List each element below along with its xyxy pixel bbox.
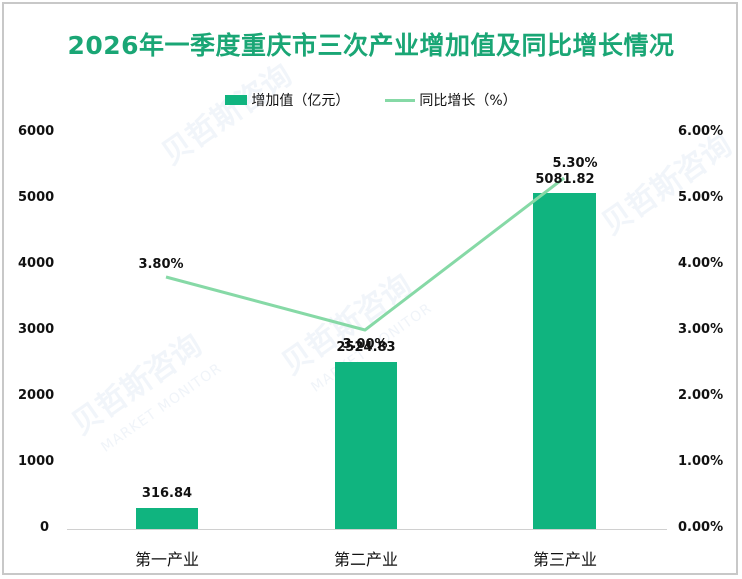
y-tick-left: 5000 — [18, 190, 55, 205]
x-axis-line — [67, 529, 667, 530]
y-tick-left: 0 — [40, 520, 50, 535]
x-category-label: 第二产业 — [333, 550, 398, 569]
x-category-label: 第三产业 — [532, 550, 597, 569]
bar-value-label: 5081.82 — [535, 172, 595, 187]
legend-item-line[interactable]: 同比增长（%） — [385, 90, 517, 110]
y-tick-right: 3.00% — [678, 322, 724, 337]
y-tick-right: 1.00% — [678, 454, 724, 469]
y-tick-left: 2000 — [18, 388, 55, 403]
legend: 增加值（亿元） 同比增长（%） — [0, 90, 742, 110]
line-value-label: 3.80% — [138, 257, 184, 272]
line-value-label: 5.30% — [552, 156, 598, 171]
y-tick-right: 4.00% — [678, 256, 724, 271]
bar-swatch-icon — [225, 95, 248, 105]
y-tick-right: 0.00% — [678, 520, 724, 535]
line-swatch-icon — [385, 98, 416, 102]
legend-item-bar[interactable]: 增加值（亿元） — [225, 90, 349, 110]
legend-bar-label: 增加值（亿元） — [251, 93, 350, 109]
y-tick-left: 1000 — [18, 454, 55, 469]
y-tick-right: 5.00% — [678, 190, 724, 205]
bar-value-label: 2524.83 — [336, 340, 396, 355]
y-tick-left: 6000 — [18, 124, 55, 139]
y-tick-left: 4000 — [18, 256, 55, 271]
y-tick-left: 3000 — [18, 322, 55, 337]
line-value-label: 3.00% — [342, 337, 388, 352]
bar-primary-industry[interactable] — [136, 508, 198, 529]
y-tick-right: 2.00% — [678, 388, 724, 403]
x-category-label: 第一产业 — [134, 550, 199, 569]
chart-title: 2026年一季度重庆市三次产业增加值及同比增长情况 — [67, 31, 675, 60]
y-tick-right: 6.00% — [678, 124, 724, 139]
legend-line-label: 同比增长（%） — [419, 93, 517, 109]
bar-secondary-industry[interactable] — [335, 362, 397, 529]
bar-tertiary-industry[interactable] — [533, 193, 596, 529]
bar-value-label: 316.84 — [141, 486, 193, 501]
